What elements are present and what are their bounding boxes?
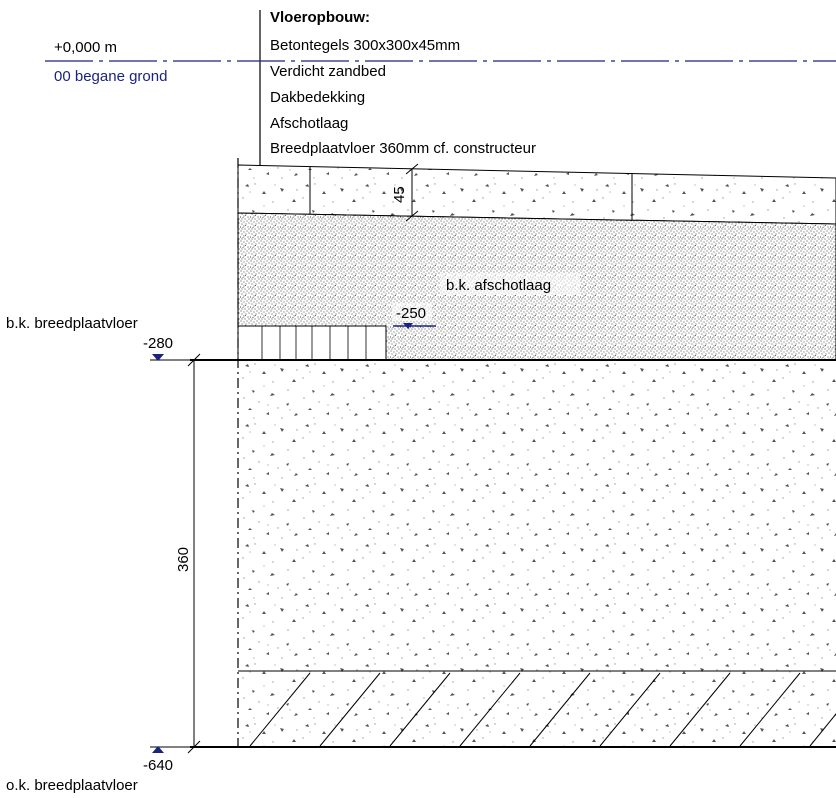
bottom-slab-marker xyxy=(152,746,164,753)
slab-dimension: 360 xyxy=(175,353,201,754)
ground-level-value: +0,000 m xyxy=(54,39,117,56)
top-slab-label: b.k. breedplaatvloer xyxy=(6,315,138,332)
screed-layer-label: b.k. afschotlaag xyxy=(446,277,551,294)
concrete-slab xyxy=(238,360,836,748)
legend-heading: Vloeropbouw: xyxy=(270,9,370,26)
legend-line-tiles: Betontegels 300x300x45mm xyxy=(270,37,460,54)
top-slab-value: -280 xyxy=(143,335,173,352)
screed-level-marker xyxy=(403,323,413,329)
tile-layer xyxy=(237,164,836,225)
legend-line-slab: Breedplaatvloer 360mm cf. constructeur xyxy=(270,140,536,157)
legend-line-sand: Verdicht zandbed xyxy=(270,63,386,80)
screed-level-bg xyxy=(392,303,432,321)
tile-dimension: 45 xyxy=(391,163,419,222)
screed-level-value: -250 xyxy=(396,305,426,322)
ground-level-name: 00 begane grond xyxy=(54,68,167,85)
top-slab-marker xyxy=(152,354,164,361)
bottom-slab-label: o.k. breedplaatvloer xyxy=(6,777,138,794)
legend: Vloeropbouw: Betontegels 300x300x45mm Ve… xyxy=(270,9,536,157)
screed-label-bg xyxy=(440,273,580,295)
bottom-slab-value: -640 xyxy=(143,757,173,774)
legend-line-roofing: Dakbedekking xyxy=(270,89,365,106)
prefab-hatch xyxy=(249,672,836,747)
tile-thickness-label: 45 xyxy=(391,186,408,203)
slab-thickness-label: 360 xyxy=(175,547,192,572)
legend-line-screed: Afschotlaag xyxy=(270,115,348,132)
edge-insulation-hatch xyxy=(261,326,367,360)
